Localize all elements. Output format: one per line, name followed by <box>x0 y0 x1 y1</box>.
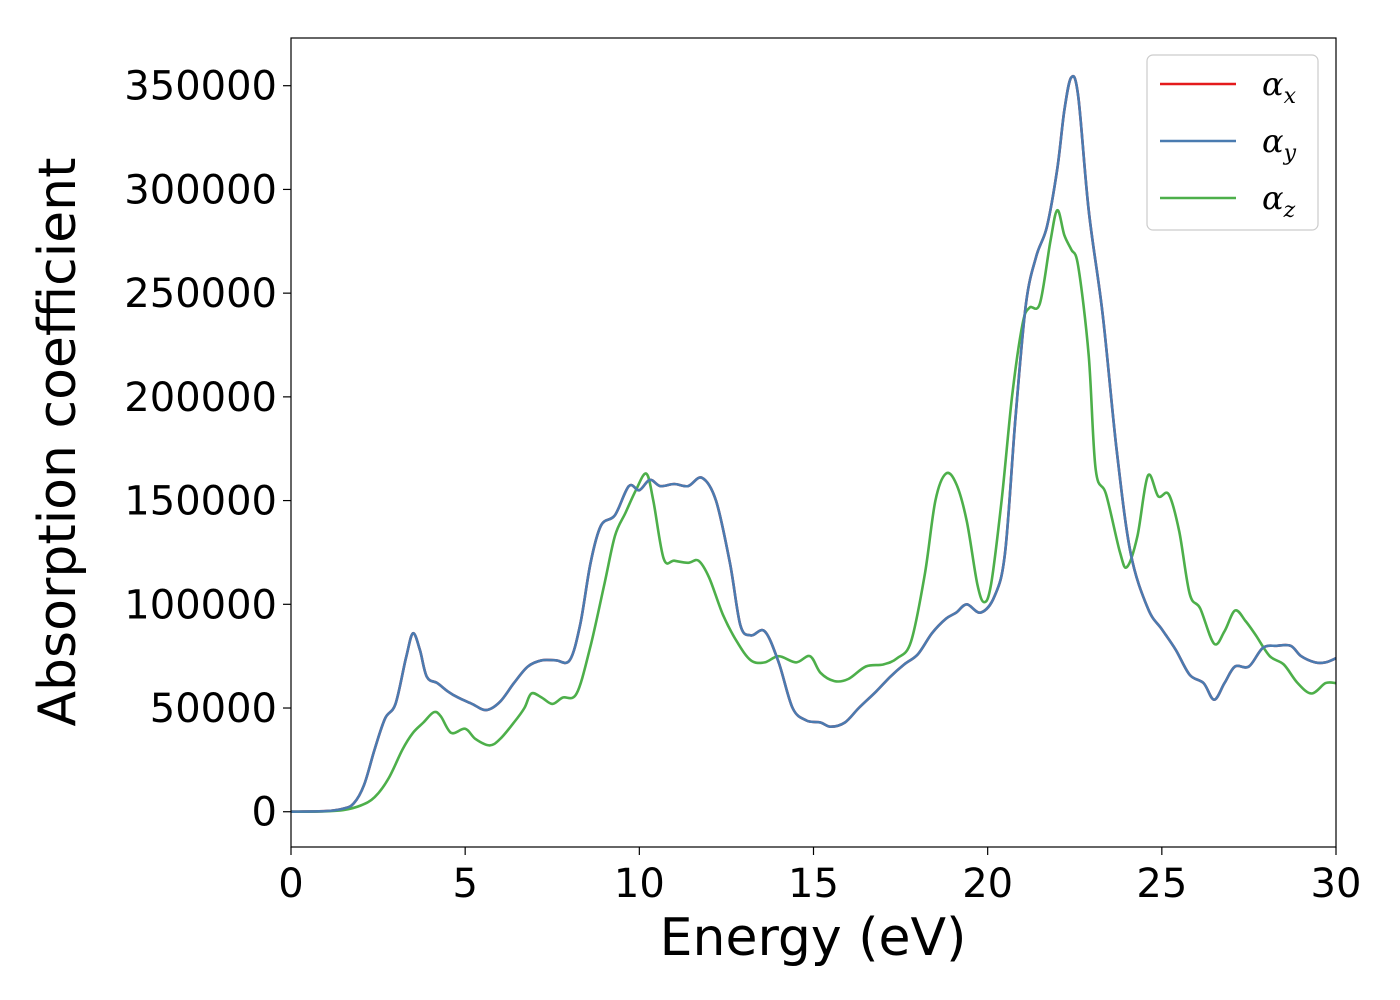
series-line-alpha-z <box>291 208 1336 813</box>
x-tick-label: 10 <box>614 861 665 907</box>
x-axis-ticks: 0 5 10 15 20 25 30 <box>278 847 1361 907</box>
x-tick-label: 15 <box>788 861 839 907</box>
y-tick-label: 150000 <box>124 479 277 525</box>
series-layer <box>291 74 1336 813</box>
y-tick-label: 0 <box>252 790 277 836</box>
y-tick-label: 300000 <box>124 167 277 213</box>
x-tick-label: 30 <box>1311 861 1362 907</box>
y-tick-label: 250000 <box>124 271 277 317</box>
x-tick-label: 5 <box>452 861 477 907</box>
y-tick-label: 200000 <box>124 375 277 421</box>
x-axis-label: Energy (eV) <box>660 908 967 968</box>
x-tick-label: 20 <box>962 861 1013 907</box>
y-tick-label: 50000 <box>150 686 277 732</box>
y-tick-label: 100000 <box>124 582 277 628</box>
x-tick-label: 0 <box>278 861 303 907</box>
y-tick-label: 350000 <box>124 64 277 110</box>
series-line-alpha-y <box>291 74 1336 813</box>
y-axis-ticks: 0 50000 100000 150000 200000 250000 300000 3500… <box>124 64 291 836</box>
y-axis-label: Absorption coefficient <box>28 157 88 726</box>
legend-box <box>1146 54 1319 231</box>
x-tick-label: 25 <box>1136 861 1187 907</box>
